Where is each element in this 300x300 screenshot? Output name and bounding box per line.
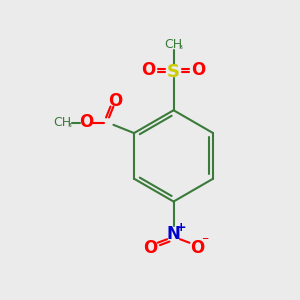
Text: CH: CH	[54, 116, 72, 129]
Text: O: O	[141, 61, 156, 80]
Text: O: O	[108, 92, 122, 110]
Text: ₃: ₃	[67, 119, 71, 129]
Text: O: O	[190, 239, 205, 257]
Text: +: +	[176, 221, 186, 234]
Text: N: N	[167, 225, 181, 243]
Text: O: O	[79, 113, 93, 131]
Text: O: O	[143, 239, 157, 257]
Text: CH: CH	[164, 38, 183, 50]
Text: S: S	[167, 63, 180, 81]
Text: O: O	[191, 61, 206, 80]
Text: ⁻: ⁻	[201, 234, 209, 248]
Text: ₃: ₃	[178, 41, 182, 51]
